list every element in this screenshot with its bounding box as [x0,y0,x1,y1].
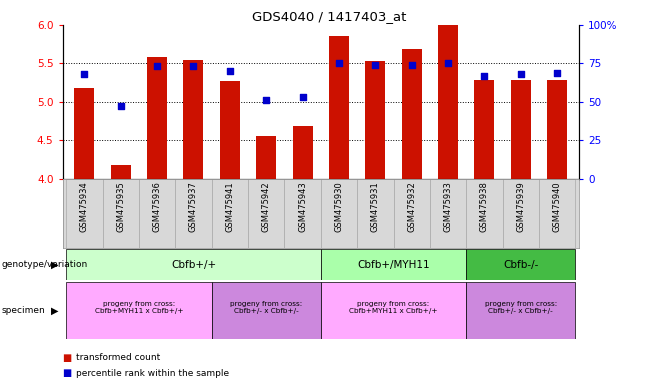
Bar [293,126,313,179]
Bar [74,88,94,179]
Bar [220,81,240,179]
Bar [321,179,357,248]
Bar [284,179,321,248]
Bar [139,179,175,248]
Text: GSM475938: GSM475938 [480,181,489,232]
Text: GDS4040 / 1417403_at: GDS4040 / 1417403_at [252,10,406,23]
Bar [511,80,531,179]
Point [261,97,272,103]
Text: ▶: ▶ [51,305,59,315]
Bar [547,80,567,179]
Bar [365,61,386,179]
Point [152,63,163,70]
Text: percentile rank within the sample: percentile rank within the sample [76,369,229,378]
Point [334,60,344,66]
Text: GSM475942: GSM475942 [262,181,270,232]
Bar [393,179,430,248]
Point [115,103,126,109]
Bar [66,282,212,339]
Text: Cbfb+/MYH11: Cbfb+/MYH11 [357,260,430,270]
Text: progeny from cross:
Cbfb+MYH11 x Cbfb+/+: progeny from cross: Cbfb+MYH11 x Cbfb+/+ [95,301,183,314]
Text: GSM475939: GSM475939 [517,181,525,232]
Bar [357,179,393,248]
Text: GSM475930: GSM475930 [334,181,343,232]
Point [407,62,417,68]
Text: GSM475933: GSM475933 [443,181,453,232]
Text: Cbfb+/+: Cbfb+/+ [171,260,216,270]
Text: progeny from cross:
Cbfb+/- x Cbfb+/-: progeny from cross: Cbfb+/- x Cbfb+/- [230,301,302,314]
Bar [212,282,321,339]
Text: ■: ■ [63,368,72,378]
Text: ■: ■ [63,353,72,363]
Bar [329,36,349,179]
Text: Cbfb-/-: Cbfb-/- [503,260,538,270]
Text: GSM475936: GSM475936 [153,181,162,232]
Text: GSM475940: GSM475940 [553,181,562,232]
Bar [321,249,467,280]
Point [516,71,526,77]
Bar [147,57,167,179]
Text: ▶: ▶ [51,260,59,270]
Text: genotype/variation: genotype/variation [2,260,88,269]
Bar [103,179,139,248]
Bar [321,282,467,339]
Text: progeny from cross:
Cbfb+MYH11 x Cbfb+/+: progeny from cross: Cbfb+MYH11 x Cbfb+/+ [349,301,438,314]
Text: GSM475935: GSM475935 [116,181,125,232]
Point [79,71,89,77]
Bar [256,136,276,179]
Bar [175,179,212,248]
Bar [467,282,575,339]
Text: GSM475931: GSM475931 [371,181,380,232]
Point [552,70,563,76]
Bar [402,49,422,179]
Text: progeny from cross:
Cbfb+/- x Cbfb+/-: progeny from cross: Cbfb+/- x Cbfb+/- [485,301,557,314]
Text: GSM475934: GSM475934 [80,181,89,232]
Bar [248,179,284,248]
Bar [212,179,248,248]
Text: GSM475941: GSM475941 [225,181,234,232]
Bar [474,80,494,179]
Point [297,94,308,100]
Bar [503,179,539,248]
Bar [467,249,575,280]
Text: GSM475932: GSM475932 [407,181,417,232]
Point [370,62,380,68]
Bar [539,179,575,248]
Point [443,60,453,66]
Bar [111,165,131,179]
Bar [184,60,203,179]
Text: GSM475937: GSM475937 [189,181,198,232]
Text: GSM475943: GSM475943 [298,181,307,232]
Point [224,68,235,74]
Point [479,73,490,79]
Bar [66,249,321,280]
Text: specimen: specimen [2,306,45,315]
Bar [66,179,103,248]
Text: transformed count: transformed count [76,353,160,362]
Bar [438,25,458,179]
Point [188,63,199,70]
Bar [467,179,503,248]
Bar [430,179,467,248]
